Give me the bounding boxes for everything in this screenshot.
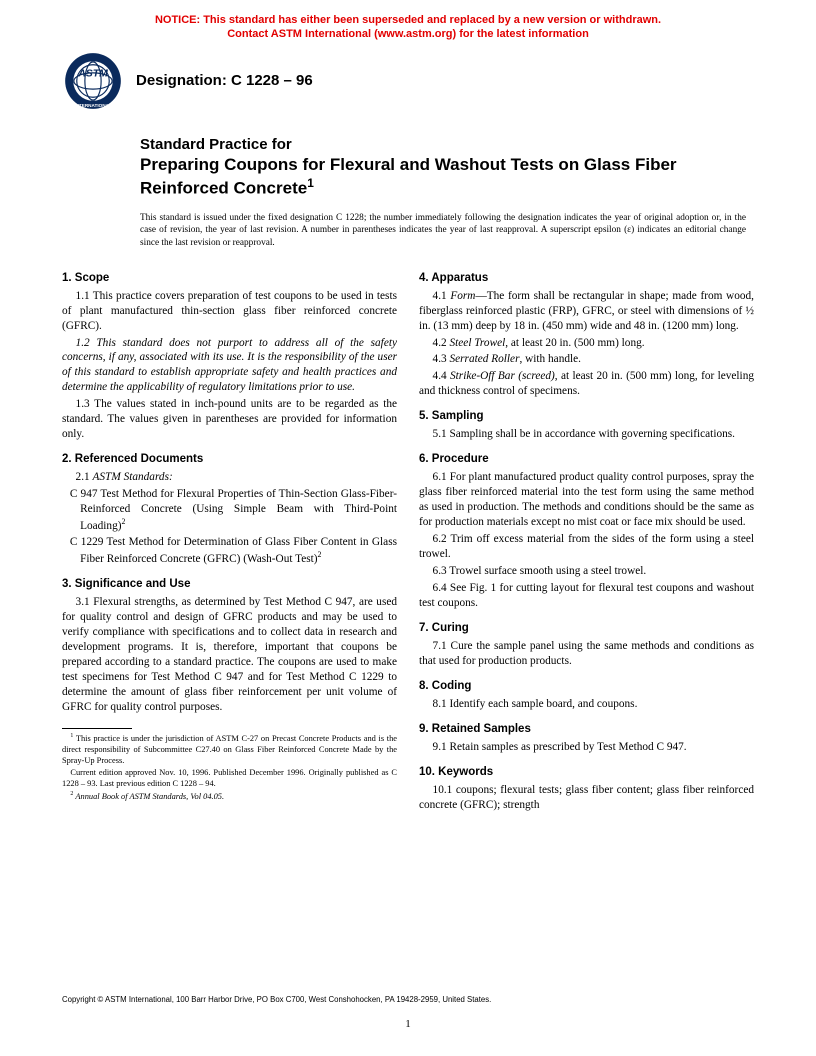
footnote-1-sup: 1	[70, 733, 73, 739]
para-5-1: 5.1 Sampling shall be in accordance with…	[419, 427, 754, 442]
ref-c947: C 947 Test Method for Flexural Propertie…	[62, 487, 397, 533]
footnote-2-sup: 2	[70, 791, 73, 797]
notice-line2: Contact ASTM International (www.astm.org…	[227, 28, 589, 40]
para-3-1: 3.1 Flexural strengths, as determined by…	[62, 595, 397, 714]
para-7-1: 7.1 Cure the sample panel using the same…	[419, 639, 754, 669]
para-1-1: 1.1 This practice covers preparation of …	[62, 289, 397, 334]
section-1-head: 1. Scope	[62, 271, 397, 286]
ref-c1229: C 1229 Test Method for Determination of …	[62, 535, 397, 567]
para-6-3: 6.3 Trowel surface smooth using a steel …	[419, 564, 754, 579]
ref-c1229-sup: 2	[318, 550, 322, 559]
section-10-head: 10. Keywords	[419, 765, 754, 780]
footnote-rule	[62, 728, 132, 729]
para-10-1: 10.1 coupons; flexural tests; glass fibe…	[419, 783, 754, 813]
astm-logo: ASTM INTERNATIONAL	[64, 52, 122, 110]
section-8-head: 8. Coding	[419, 679, 754, 694]
footnote-1b: Current edition approved Nov. 10, 1996. …	[62, 768, 397, 790]
title-lead: Standard Practice for	[140, 136, 746, 155]
section-6-head: 6. Procedure	[419, 452, 754, 467]
title-main: Preparing Coupons for Flexural and Washo…	[140, 154, 746, 198]
para-4-3: 4.3 Serrated Roller, with handle.	[419, 352, 754, 367]
para-6-2: 6.2 Trim off excess material from the si…	[419, 532, 754, 562]
footnote-1-text: This practice is under the jurisdiction …	[62, 734, 397, 765]
para-1-2: 1.2 This standard does not purport to ad…	[62, 336, 397, 396]
para-2-1-term: ASTM Standards:	[93, 471, 173, 483]
footnote-2-text: Annual Book of ASTM Standards, Vol 04.05…	[75, 792, 224, 801]
para-1-3: 1.3 The values stated in inch-pound unit…	[62, 397, 397, 442]
ref-c947-text: C 947 Test Method for Flexural Propertie…	[70, 488, 397, 532]
para-2-1-lead: 2.1	[76, 471, 93, 483]
svg-text:INTERNATIONAL: INTERNATIONAL	[74, 103, 112, 108]
left-column: 1. Scope 1.1 This practice covers prepar…	[62, 271, 397, 815]
para-2-1: 2.1 ASTM Standards:	[62, 470, 397, 485]
section-4-head: 4. Apparatus	[419, 271, 754, 286]
title-main-text: Preparing Coupons for Flexural and Washo…	[140, 155, 677, 197]
section-9-head: 9. Retained Samples	[419, 722, 754, 737]
right-column: 4. Apparatus 4.1 Form—The form shall be …	[419, 271, 754, 815]
para-6-4: 6.4 See Fig. 1 for cutting layout for fl…	[419, 581, 754, 611]
ref-c1229-text: C 1229 Test Method for Determination of …	[70, 536, 397, 565]
ref-c947-sup: 2	[122, 517, 126, 526]
svg-text:ASTM: ASTM	[77, 68, 108, 79]
section-7-head: 7. Curing	[419, 621, 754, 636]
copyright-line: Copyright © ASTM International, 100 Barr…	[62, 995, 754, 1004]
footnote-2: 2 Annual Book of ASTM Standards, Vol 04.…	[62, 791, 397, 803]
body-columns: 1. Scope 1.1 This practice covers prepar…	[62, 271, 754, 815]
para-4-2: 4.2 Steel Trowel, at least 20 in. (500 m…	[419, 336, 754, 351]
section-2-head: 2. Referenced Documents	[62, 452, 397, 467]
para-4-1: 4.1 Form—The form shall be rectangular i…	[419, 289, 754, 334]
notice-banner: NOTICE: This standard has either been su…	[0, 0, 816, 42]
section-3-head: 3. Significance and Use	[62, 577, 397, 592]
issuance-note: This standard is issued under the fixed …	[140, 212, 746, 248]
para-4-4: 4.4 Strike-Off Bar (screed), at least 20…	[419, 369, 754, 399]
para-6-1: 6.1 For plant manufactured product quali…	[419, 470, 754, 530]
designation: Designation: C 1228 – 96	[136, 72, 313, 89]
section-5-head: 5. Sampling	[419, 409, 754, 424]
para-8-1: 8.1 Identify each sample board, and coup…	[419, 697, 754, 712]
notice-line1: NOTICE: This standard has either been su…	[155, 14, 661, 26]
title-block: Standard Practice for Preparing Coupons …	[140, 136, 746, 199]
title-superscript: 1	[307, 176, 314, 190]
header-row: ASTM INTERNATIONAL Designation: C 1228 –…	[64, 52, 816, 110]
footnote-1: 1 This practice is under the jurisdictio…	[62, 733, 397, 767]
para-9-1: 9.1 Retain samples as prescribed by Test…	[419, 740, 754, 755]
page-number: 1	[0, 1018, 816, 1030]
